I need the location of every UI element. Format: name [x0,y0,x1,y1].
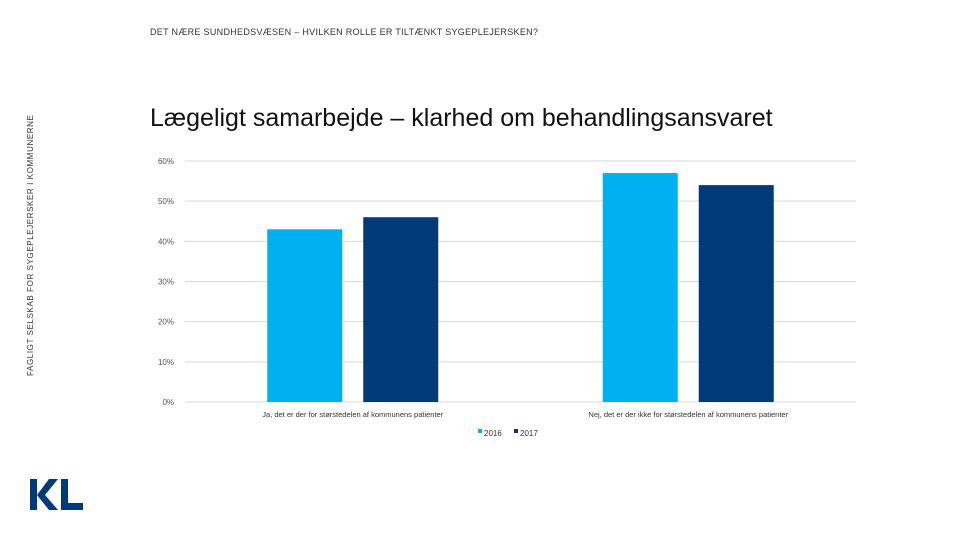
y-tick-label: 50% [158,197,174,206]
x-tick-labels: Ja, det er der for størstedelen af kommu… [262,410,788,419]
bar-2017-1 [363,217,439,402]
chart-title: Lægeligt samarbejde – klarhed om behandl… [150,104,773,132]
legend-swatch-2016 [478,429,482,433]
legend-label-2016: 2016 [484,429,502,438]
x-tick-label: Nej, det er der ikke for størstedelen af… [588,410,788,419]
legend-label-2017: 2017 [520,429,538,438]
bar-2016-1 [267,229,343,402]
y-tick-label: 30% [158,278,174,287]
y-tick-label: 60% [158,157,174,166]
bars [267,173,774,402]
header-text: DET NÆRE SUNDHEDSVÆSEN – HVILKEN ROLLE E… [150,27,539,37]
x-tick-label: Ja, det er der for størstedelen af kommu… [262,410,443,419]
bar-2017-2 [698,185,774,402]
bar-2016-2 [602,173,678,402]
legend: 2016 2017 [478,429,538,438]
y-tick-labels: 0% 10% 20% 30% 40% 50% 60% [158,157,174,407]
y-tick-label: 10% [158,358,174,367]
y-tick-label: 40% [158,237,174,246]
kl-logo [30,479,83,510]
legend-swatch-2017 [514,429,518,433]
y-tick-label: 0% [162,398,174,407]
y-tick-label: 20% [158,318,174,327]
